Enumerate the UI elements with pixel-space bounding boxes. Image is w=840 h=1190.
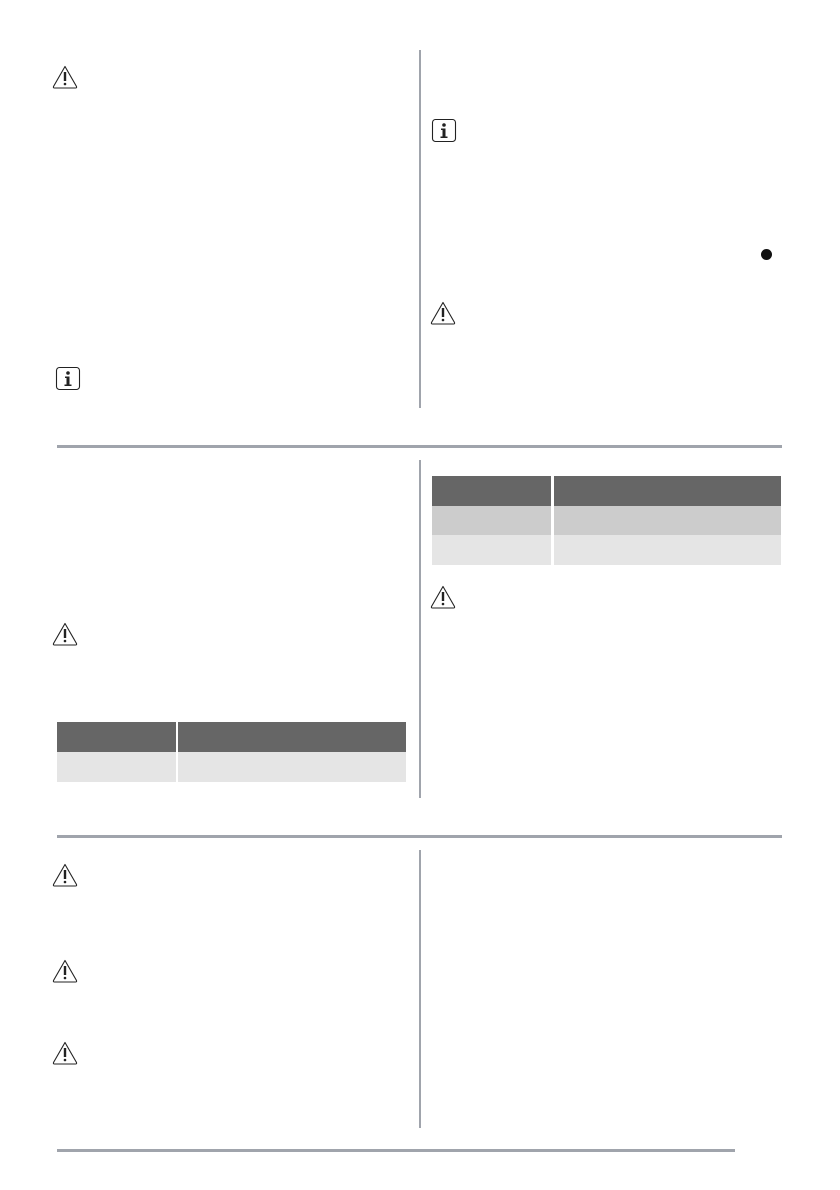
warning-triangle-icon <box>52 1040 78 1066</box>
table-cell <box>554 506 781 535</box>
table-header-cell <box>57 722 176 752</box>
info-icon <box>431 118 457 144</box>
table-cell <box>178 752 406 782</box>
warning-triangle-icon <box>52 862 78 888</box>
table-left <box>57 722 406 782</box>
column-divider <box>419 50 421 408</box>
column-divider <box>419 850 421 1128</box>
bullet-dot-icon <box>761 249 772 260</box>
table-header-cell <box>554 476 781 506</box>
table-header-cell <box>178 722 406 752</box>
info-icon <box>55 366 81 392</box>
warning-triangle-icon <box>430 300 456 326</box>
section-rule <box>57 835 782 838</box>
footer-rule <box>57 1149 735 1152</box>
table-cell <box>554 535 781 565</box>
table-cell <box>432 506 551 535</box>
table-header-cell <box>432 476 551 506</box>
warning-triangle-icon <box>52 958 78 984</box>
table-cell <box>432 535 551 565</box>
warning-triangle-icon <box>430 584 456 610</box>
warning-triangle-icon <box>52 64 78 90</box>
section-rule <box>57 445 782 448</box>
table-right <box>432 476 781 565</box>
warning-triangle-icon <box>52 621 78 647</box>
column-divider <box>419 460 421 798</box>
table-cell <box>57 752 176 782</box>
